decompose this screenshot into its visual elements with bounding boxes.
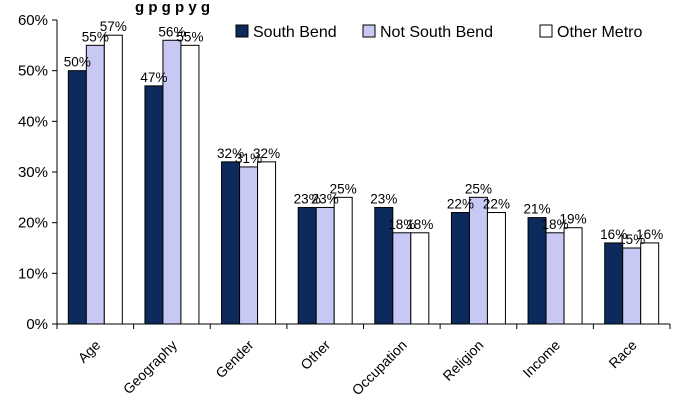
bar-other-metro — [333, 196, 353, 325]
data-label: 31% — [235, 151, 262, 166]
bar-not-south-bend — [545, 232, 565, 325]
bar-other-metro — [103, 34, 123, 325]
x-category-label: Race — [605, 337, 640, 372]
bar-not-south-bend — [622, 247, 642, 325]
data-label: 18% — [388, 217, 415, 232]
bar-other-metro — [486, 212, 506, 325]
data-label: 16% — [600, 227, 627, 242]
data-label: 23% — [294, 191, 321, 206]
y-tick-label: 60% — [18, 12, 48, 29]
bar-south-bend — [297, 206, 317, 325]
x-category-label: Gender — [212, 337, 257, 382]
x-category-label: Religion — [439, 337, 486, 384]
y-tick-label: 0% — [26, 316, 48, 333]
data-label: 18% — [542, 217, 569, 232]
data-label: 25% — [330, 181, 357, 196]
data-label: 23% — [312, 191, 339, 206]
data-label: 22% — [483, 197, 510, 212]
legend-swatch-not-south-bend — [362, 24, 376, 38]
bar-south-bend — [221, 161, 241, 325]
data-label: 55% — [82, 29, 109, 44]
bar-not-south-bend — [239, 166, 259, 325]
y-tick-label: 10% — [18, 265, 48, 282]
bar-south-bend — [450, 212, 470, 325]
bar-south-bend — [144, 85, 164, 325]
data-label: 56% — [158, 24, 185, 39]
bar-not-south-bend — [315, 206, 335, 325]
x-category-label: Other — [297, 337, 333, 373]
data-label: 23% — [370, 191, 397, 206]
data-label: 32% — [253, 146, 280, 161]
bar-other-metro — [640, 242, 660, 325]
bar-not-south-bend — [392, 232, 412, 325]
bar-south-bend — [67, 70, 87, 325]
data-label: 19% — [560, 212, 587, 227]
data-label: 55% — [176, 29, 203, 44]
bar-other-metro — [563, 227, 583, 325]
data-label: 32% — [217, 146, 244, 161]
bar-south-bend — [527, 217, 547, 325]
data-label: 50% — [64, 55, 91, 70]
y-tick-label: 20% — [18, 215, 48, 232]
data-label: 18% — [406, 217, 433, 232]
bar-other-metro — [410, 232, 430, 325]
data-label: 16% — [636, 227, 663, 242]
x-category-label: Age — [74, 337, 103, 366]
legend-label: South Bend — [253, 24, 337, 41]
bar-other-metro — [257, 161, 277, 325]
data-label: 21% — [524, 202, 551, 217]
x-category-label: Income — [519, 337, 563, 381]
legend-swatch-south-bend — [235, 24, 249, 38]
y-tick-label: 50% — [18, 63, 48, 80]
data-label: 25% — [465, 181, 492, 196]
data-label: 57% — [100, 19, 127, 34]
data-label: 22% — [447, 197, 474, 212]
legend-label: Other Metro — [557, 24, 642, 41]
bar-not-south-bend — [85, 44, 105, 325]
bar-south-bend — [604, 242, 624, 325]
x-category-label: Occupation — [349, 337, 410, 398]
data-label: 47% — [140, 70, 167, 85]
y-tick-label: 40% — [18, 113, 48, 130]
bar-other-metro — [180, 44, 200, 325]
legend-label: Not South Bend — [380, 24, 493, 41]
legend-swatch-other-metro — [539, 24, 553, 38]
bar-not-south-bend — [468, 196, 488, 325]
y-tick-label: 30% — [18, 164, 48, 181]
x-category-label: Geography — [120, 337, 180, 397]
data-label: 15% — [618, 232, 645, 247]
chart-title: g p g p y g — [135, 0, 210, 16]
